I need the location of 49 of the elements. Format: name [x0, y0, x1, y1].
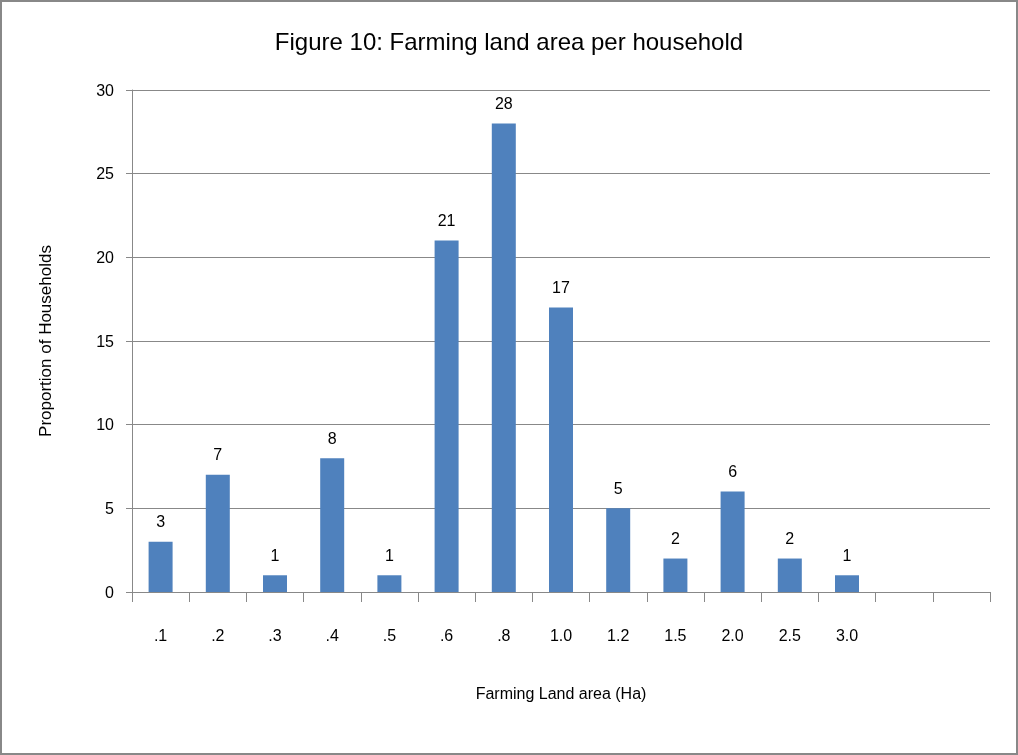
x-tick-label: .2 — [211, 626, 225, 644]
data-label: 21 — [437, 212, 456, 230]
x-tick-label: .5 — [382, 626, 397, 644]
y-tick-label: 25 — [96, 165, 115, 183]
y-tick-label: 20 — [96, 248, 115, 266]
data-label: 6 — [728, 463, 738, 481]
x-tick-label: 1.5 — [664, 626, 687, 644]
x-tick-label: 1.2 — [607, 626, 630, 644]
x-tick-label: .8 — [497, 626, 511, 644]
x-tick-label: 2.0 — [721, 626, 744, 644]
y-axis-title: Proportion of Households — [36, 245, 55, 437]
x-tick-label: 2.5 — [778, 626, 802, 644]
bar — [606, 508, 631, 592]
x-tick-label: .1 — [153, 626, 168, 644]
data-label: 3 — [156, 513, 166, 531]
data-label: 8 — [327, 429, 337, 447]
data-label: 1 — [842, 546, 852, 564]
bar — [835, 575, 859, 592]
bar — [720, 491, 745, 592]
x-tick-label: 1.0 — [549, 626, 573, 644]
x-tick-label: .4 — [325, 626, 339, 644]
data-label: 1 — [270, 546, 280, 564]
bar — [549, 307, 573, 592]
y-tick-label: 15 — [96, 332, 115, 350]
y-tick-label: 10 — [96, 416, 115, 434]
data-label: 5 — [613, 479, 623, 497]
y-tick-label: 30 — [96, 81, 115, 99]
bar — [491, 123, 516, 592]
bar — [263, 575, 287, 592]
x-tick-label: .6 — [439, 626, 454, 644]
data-label: 2 — [670, 530, 680, 548]
data-label: 7 — [213, 446, 223, 464]
data-label: 1 — [384, 546, 394, 564]
bar — [434, 240, 459, 592]
bar — [663, 558, 688, 592]
data-label: 28 — [494, 94, 513, 112]
x-axis-title: Farming Land area (Ha) — [475, 684, 647, 702]
bar — [320, 458, 345, 592]
bar — [205, 474, 230, 592]
bar — [377, 575, 402, 592]
y-tick-label: 0 — [105, 583, 115, 601]
x-tick-label: 3.0 — [835, 626, 859, 644]
chart-title: Figure 10: Farming land area per household — [274, 27, 744, 55]
data-label: 17 — [552, 279, 570, 297]
x-tick-label: .3 — [268, 626, 282, 644]
bar — [148, 541, 173, 592]
data-label: 2 — [785, 530, 795, 548]
y-tick-label: 5 — [105, 499, 115, 517]
bar — [777, 558, 802, 592]
